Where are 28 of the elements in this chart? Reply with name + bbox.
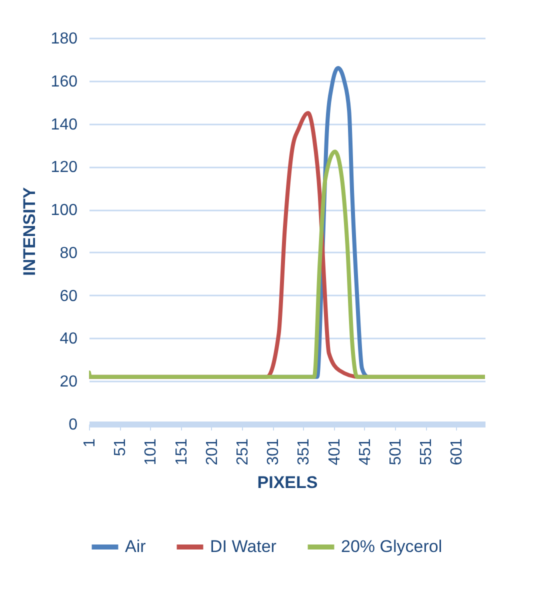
x-tick-label: 601: [448, 438, 466, 466]
y-tick-label: 180: [50, 30, 78, 48]
y-tick-label: 140: [50, 116, 78, 134]
x-tick-label: 101: [142, 438, 160, 466]
x-tick-label: 401: [326, 438, 344, 466]
x-tick-label: 251: [234, 438, 252, 466]
y-tick-label: 20: [60, 374, 78, 391]
x-tick-label: 151: [173, 438, 190, 466]
y-tick-label: 120: [50, 159, 78, 176]
x-tick-label: 201: [204, 438, 221, 466]
x-tick-label: 351: [296, 438, 313, 466]
x-tick-label: 551: [418, 438, 436, 466]
legend-label: DI Water: [210, 537, 277, 556]
x-tick-label: 51: [112, 438, 130, 456]
y-tick-label: 160: [50, 73, 78, 90]
y-tick-label: 100: [50, 202, 78, 220]
x-tick-label: 501: [388, 438, 405, 466]
legend-label: 20% Glycerol: [341, 537, 442, 556]
y-tick-label: 80: [60, 244, 78, 262]
x-tick-label: 451: [356, 438, 374, 466]
y-tick-label: 60: [60, 288, 78, 305]
x-axis-title: PIXELS: [257, 473, 318, 492]
x-tick-label: 301: [265, 438, 282, 466]
y-tick-label: 40: [60, 330, 78, 348]
y-tick-label: 0: [68, 416, 78, 434]
x-tick-label: 1: [82, 438, 98, 448]
y-axis-title: INTENSITY: [20, 186, 39, 276]
legend-label: Air: [125, 537, 146, 556]
